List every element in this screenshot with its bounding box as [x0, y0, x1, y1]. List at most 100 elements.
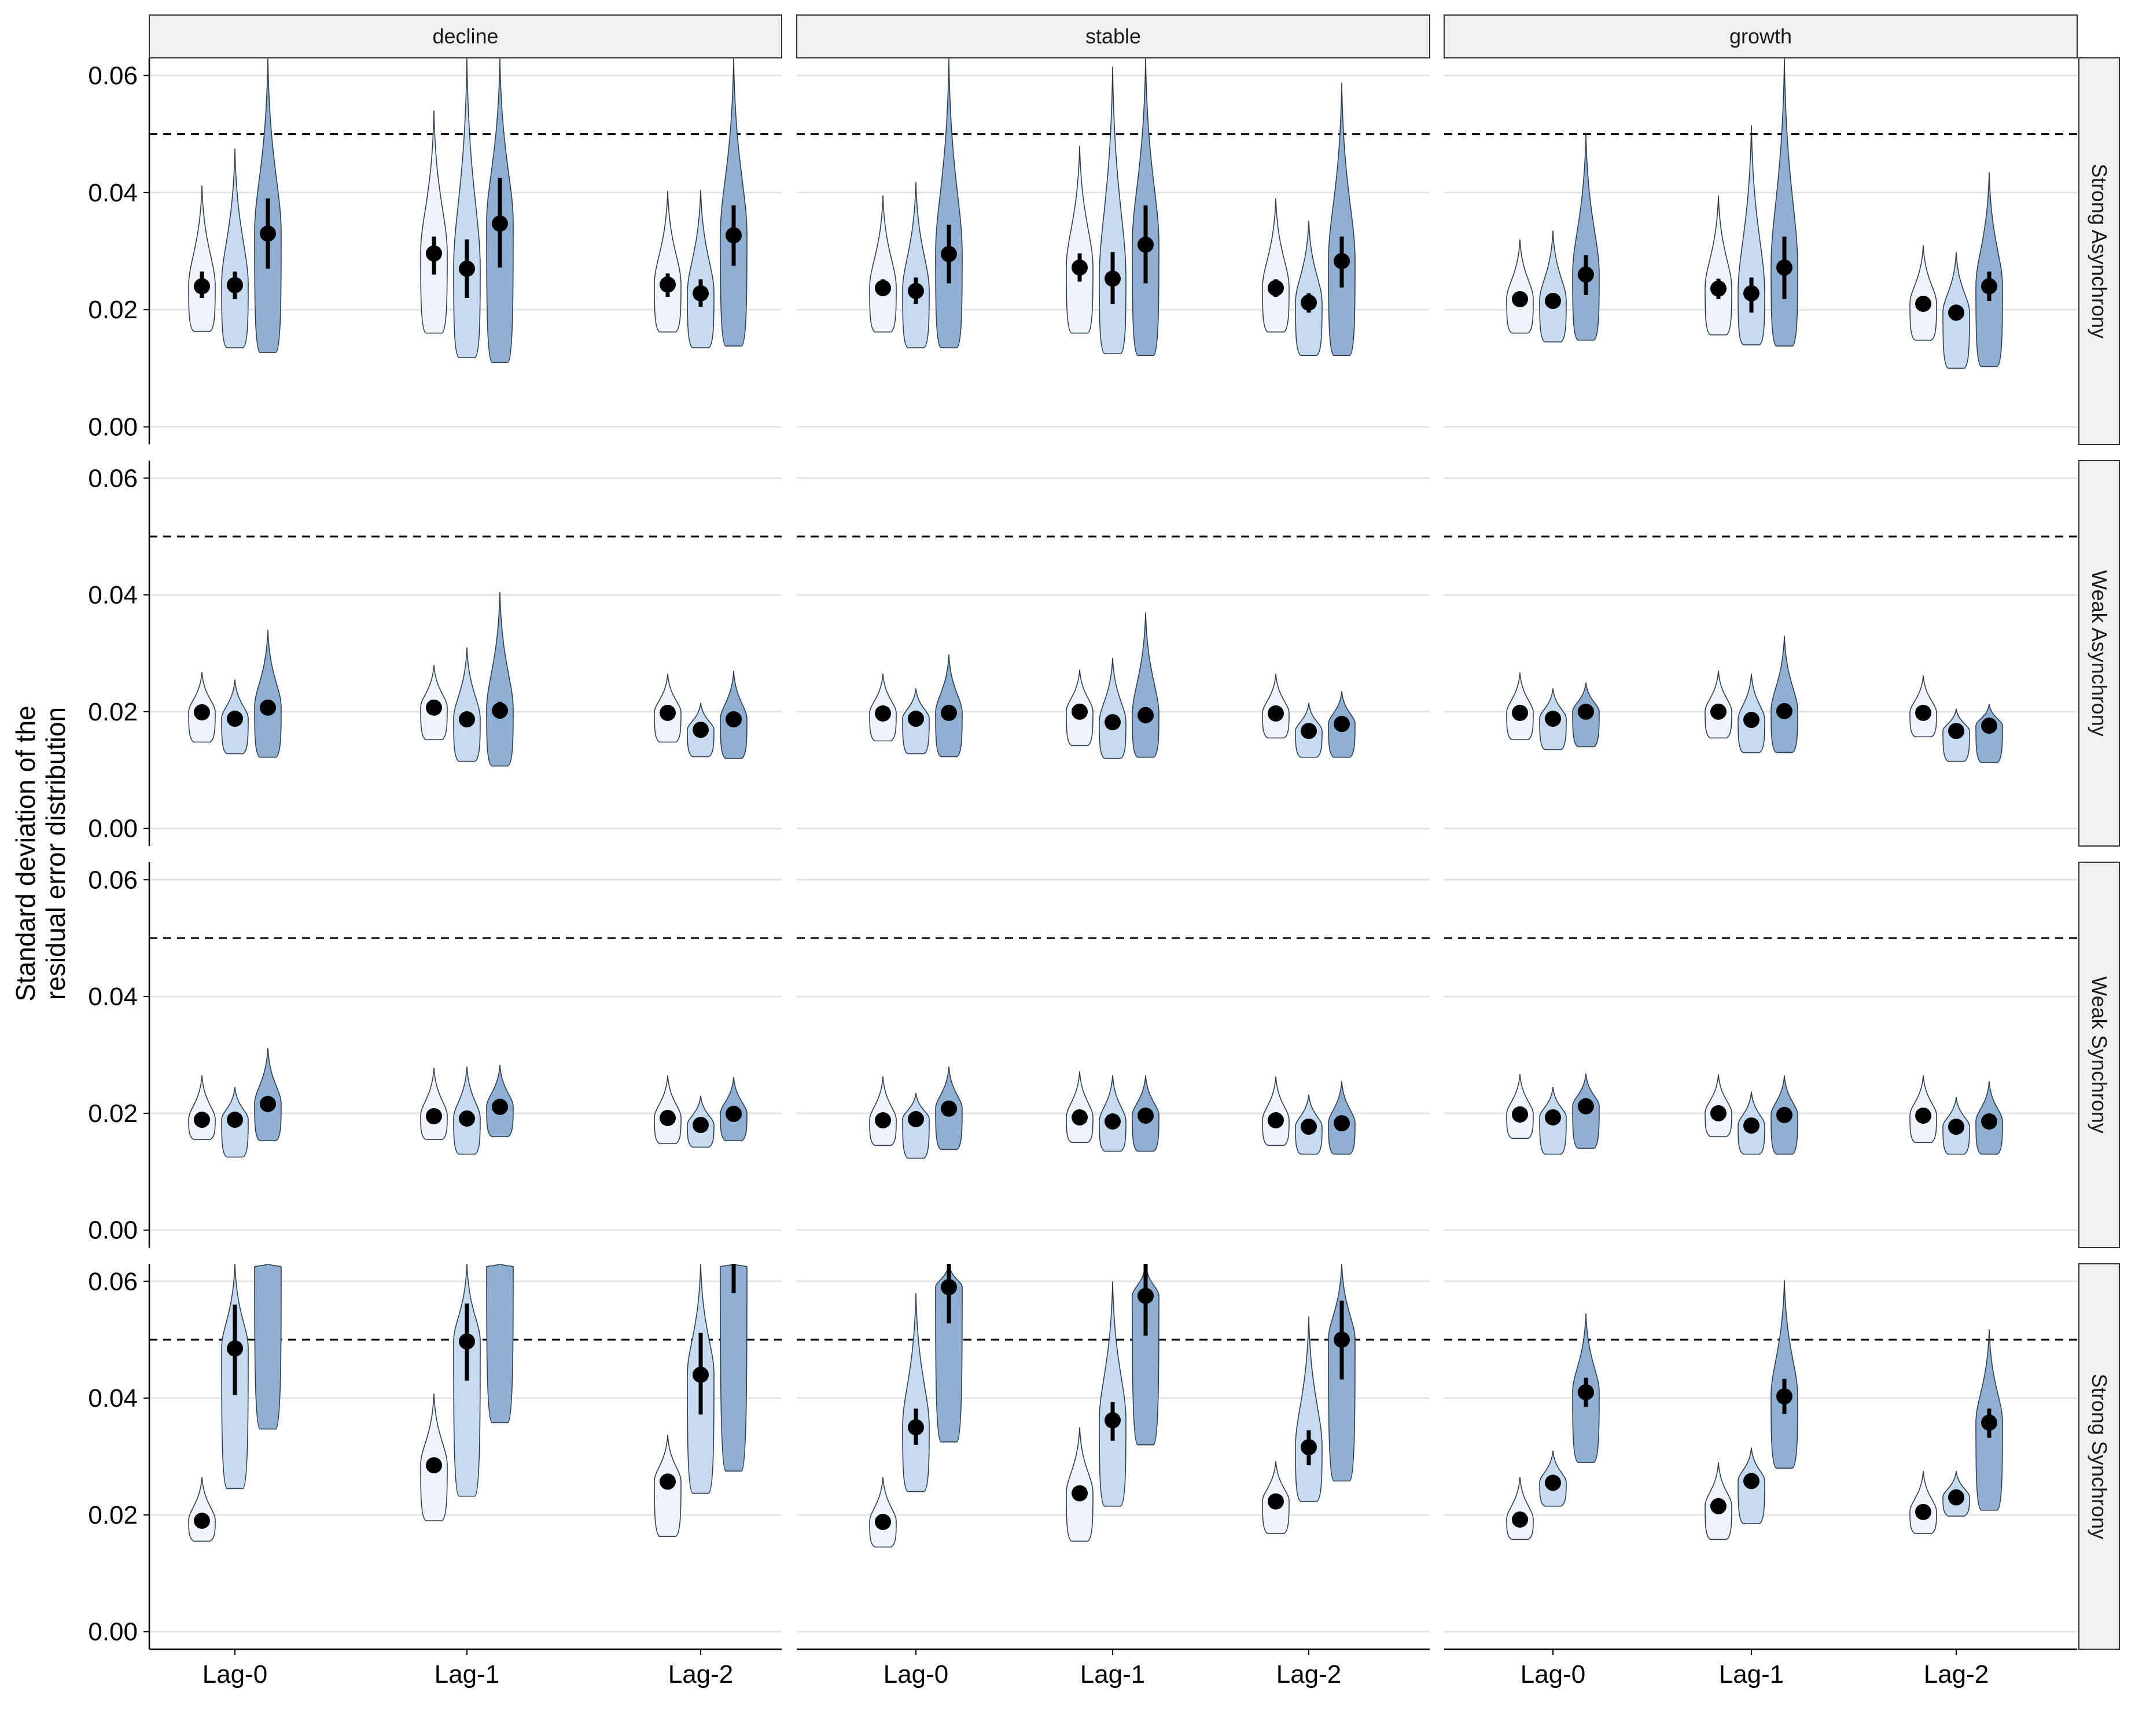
mean-point: [1743, 712, 1759, 729]
mean-point: [1105, 714, 1121, 731]
violin: [902, 182, 930, 348]
mean-point: [1710, 703, 1727, 720]
panel-2-2: [1506, 1073, 2003, 1155]
mean-point: [1334, 716, 1350, 733]
violin: [1262, 1076, 1290, 1146]
mean-point: [1948, 1489, 1964, 1506]
mean-point: [693, 1117, 709, 1134]
y-tick-label: 0.06: [88, 1267, 138, 1296]
mean-point: [1301, 1439, 1317, 1455]
violin: [188, 185, 216, 332]
mean-point: [1138, 707, 1154, 723]
violin: [1066, 1071, 1094, 1143]
mean-point: [693, 285, 709, 301]
violin: [1099, 1075, 1127, 1152]
mean-point: [1915, 704, 1931, 721]
mean-point: [875, 1514, 891, 1531]
mean-point: [426, 245, 442, 262]
mean-point: [941, 1279, 957, 1296]
strip-label-weak-synchrony: Weak Synchrony: [2088, 976, 2111, 1133]
mean-point: [426, 699, 442, 716]
y-tick-label: 0.04: [88, 179, 138, 207]
violin: [1295, 1316, 1323, 1502]
panel-2-0: [188, 1047, 748, 1158]
mean-point: [1138, 1107, 1154, 1124]
mean-point: [1072, 259, 1088, 276]
x-tick-label: Lag-0: [884, 1660, 949, 1689]
y-tick-label: 0.02: [88, 296, 138, 324]
violin: [1975, 172, 2003, 367]
violin: [486, 1264, 514, 1424]
y-tick-label: 0.04: [88, 983, 138, 1011]
violin: [1539, 230, 1567, 343]
violin: [1099, 67, 1127, 354]
mean-point: [1710, 1105, 1727, 1121]
mean-point: [1776, 259, 1792, 276]
violin: [420, 1393, 448, 1521]
y-tick-label: 0.02: [88, 1501, 138, 1529]
mean-point: [194, 1513, 210, 1529]
mean-point: [1948, 304, 1964, 321]
violins-layer: [188, 58, 2003, 1548]
panel-3-2: [1506, 1280, 2003, 1540]
mean-point: [260, 1095, 276, 1112]
mean-point: [1743, 1117, 1759, 1134]
strip-growth: [1444, 14, 2078, 58]
violin: [1099, 1281, 1127, 1507]
mean-point: [660, 1109, 676, 1126]
strip-weak-synchrony: [2078, 862, 2120, 1248]
violin: [254, 630, 282, 758]
mean-point: [875, 705, 891, 722]
mean-point: [1578, 703, 1594, 720]
mean-point: [1512, 1106, 1528, 1123]
mean-point: [459, 260, 475, 277]
violin: [1099, 658, 1127, 759]
violin: [935, 1264, 963, 1443]
mean-point: [908, 282, 924, 299]
mean-point: [875, 1112, 891, 1129]
y-axis-title: Standard deviation of theresidual error …: [10, 705, 71, 1001]
panel-1-1: [869, 612, 1356, 759]
panel-2-1: [869, 1066, 1356, 1159]
y-tick-label: 0.06: [88, 61, 138, 90]
mean-point: [1776, 1106, 1792, 1123]
mean-point: [693, 1366, 709, 1383]
violin: [1506, 1477, 1534, 1540]
mean-point: [1072, 703, 1088, 720]
mean-point: [227, 277, 243, 293]
x-tick-label: Lag-1: [435, 1660, 500, 1689]
mean-point: [459, 1333, 475, 1350]
panel-1-2: [1506, 635, 2003, 763]
strip-label-growth: growth: [1729, 24, 1792, 48]
x-tick-label: Lag-0: [203, 1660, 268, 1689]
mean-point: [194, 704, 210, 720]
mean-point: [426, 1108, 442, 1124]
x-tick-label: Lag-2: [1276, 1660, 1342, 1689]
panel-3-1: [869, 1264, 1356, 1548]
panel-0-0: [188, 58, 748, 363]
violin: [1066, 1427, 1094, 1542]
y-tick-label: 0.04: [88, 1384, 138, 1413]
mean-point: [1743, 285, 1759, 301]
violin: [1909, 1471, 1937, 1534]
mean-point: [1512, 1511, 1528, 1528]
violin: [869, 195, 897, 333]
y-axis-title-line: Standard deviation of the: [10, 705, 41, 1001]
violin: [935, 58, 963, 348]
violin: [1770, 1280, 1798, 1469]
mean-point: [260, 699, 276, 716]
violin: [1705, 195, 1732, 336]
violin: [254, 1047, 282, 1142]
panel-0-2: [1506, 58, 2003, 369]
x-tick-label: Lag-1: [1080, 1660, 1146, 1689]
mean-point: [1981, 1414, 1997, 1431]
mean-point: [1334, 253, 1350, 270]
mean-point: [1776, 1388, 1792, 1405]
mean-point: [1981, 1113, 1997, 1130]
mean-point: [1578, 266, 1594, 283]
strips-layer: [149, 14, 2120, 1650]
violin: [420, 1068, 448, 1141]
mean-point: [459, 1110, 475, 1127]
y-tick-label: 0.04: [88, 581, 138, 609]
